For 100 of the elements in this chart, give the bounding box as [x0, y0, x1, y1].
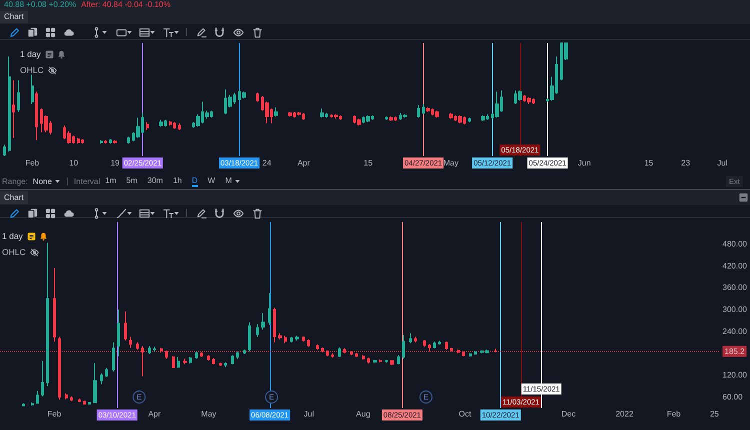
- x-tick-label: Apr: [297, 158, 310, 168]
- candlestick: [362, 354, 365, 360]
- candlestick: [423, 340, 426, 348]
- candlestick: [17, 80, 20, 112]
- candlestick: [468, 117, 471, 123]
- text: None: [32, 176, 52, 186]
- candlestick: [236, 350, 239, 360]
- candlestick: [22, 402, 25, 407]
- candlestick: [402, 334, 405, 360]
- text: 1 day: [2, 231, 23, 241]
- candlestick: [389, 116, 393, 122]
- candlestick: [367, 357, 370, 364]
- candlestick: [290, 336, 293, 343]
- text: Range:: [2, 176, 28, 186]
- candlestick: [153, 346, 156, 352]
- text: 5m: [126, 176, 138, 187]
- text: 1 day: [20, 49, 41, 59]
- candlestick: [189, 356, 192, 364]
- candlestick: [83, 400, 86, 405]
- candlestick: [284, 335, 287, 344]
- candlestick: [81, 138, 84, 144]
- candlestick: [274, 106, 278, 117]
- ref-line-label: 185.2: [724, 346, 746, 356]
- candlestick: [338, 346, 341, 358]
- x-tick-label: 24: [262, 158, 272, 168]
- candlestick: [307, 338, 310, 348]
- candlestick: [357, 118, 361, 126]
- candlestick: [527, 96, 531, 105]
- candlestick: [433, 341, 436, 349]
- x-tick-label: 23: [681, 158, 691, 168]
- candlestick: [295, 335, 299, 342]
- candlestick: [273, 307, 276, 343]
- candlestick: [379, 358, 382, 363]
- candlestick: [212, 358, 215, 365]
- candlestick: [112, 342, 115, 372]
- candlestick: [481, 114, 485, 122]
- x-tick-label: 10: [69, 158, 79, 168]
- candlestick: [46, 242, 49, 387]
- candlestick: [88, 402, 91, 405]
- candlestick: [458, 114, 462, 124]
- y-tick-label: 420.00: [722, 261, 748, 270]
- candlestick: [495, 91, 499, 118]
- candlestick: [146, 122, 149, 131]
- candlestick: [127, 136, 130, 144]
- x-tick-label: 15: [644, 158, 654, 168]
- candlestick: [435, 110, 439, 118]
- candlestick: [109, 138, 112, 144]
- candlestick: [195, 350, 198, 360]
- y-tick-label: 240.00: [722, 326, 748, 336]
- candlestick: [397, 354, 400, 365]
- candlestick: [207, 354, 210, 362]
- candlestick: [385, 116, 388, 120]
- x-tick-label: May: [201, 410, 216, 418]
- candlestick: [390, 360, 394, 366]
- annotation: OHLC: [2, 247, 26, 257]
- candlestick: [320, 108, 324, 118]
- candlestick: [183, 358, 187, 365]
- candlestick: [8, 56, 11, 152]
- candlestick: [449, 112, 453, 120]
- candlestick: [438, 340, 441, 346]
- candlestick: [173, 122, 176, 130]
- candlestick: [36, 390, 39, 404]
- candlestick: [409, 332, 412, 344]
- text: W: [208, 176, 216, 187]
- candlestick: [278, 332, 282, 340]
- candlestick: [77, 137, 80, 144]
- x-tick-label: 15: [364, 158, 374, 168]
- candlestick: [268, 292, 271, 326]
- candlestick: [373, 359, 377, 364]
- text: Interval: [74, 176, 100, 186]
- candlestick: [100, 372, 103, 385]
- candlestick: [518, 90, 522, 102]
- annotation: OHLC: [20, 65, 44, 75]
- candlestick: [113, 140, 117, 144]
- candlestick: [403, 114, 407, 118]
- candlestick: [172, 356, 175, 368]
- candlestick: [31, 74, 34, 105]
- candlestick: [469, 352, 472, 358]
- candlestick: [105, 367, 108, 378]
- candlestick: [136, 117, 140, 138]
- y-tick-label: 300.00: [722, 305, 748, 314]
- candlestick: [93, 362, 97, 404]
- text: 30m: [147, 176, 163, 187]
- candlestick: [178, 122, 181, 131]
- candlestick: [417, 104, 420, 118]
- x-tick-label: Aug: [356, 410, 370, 418]
- candlestick: [248, 322, 251, 352]
- x-tick-label: 19: [110, 158, 120, 168]
- candlestick: [31, 402, 34, 406]
- text: 1m: [105, 176, 116, 187]
- candlestick: [256, 324, 259, 338]
- candlestick: [224, 362, 227, 368]
- text: D: [192, 176, 198, 187]
- candlestick: [243, 349, 246, 355]
- candlestick: [302, 336, 305, 342]
- candlestick: [65, 392, 68, 400]
- text: Chart: [0, 11, 28, 23]
- y-tick-label: 120.00: [722, 370, 748, 380]
- candlestick: [35, 91, 38, 141]
- candlestick: [136, 342, 139, 350]
